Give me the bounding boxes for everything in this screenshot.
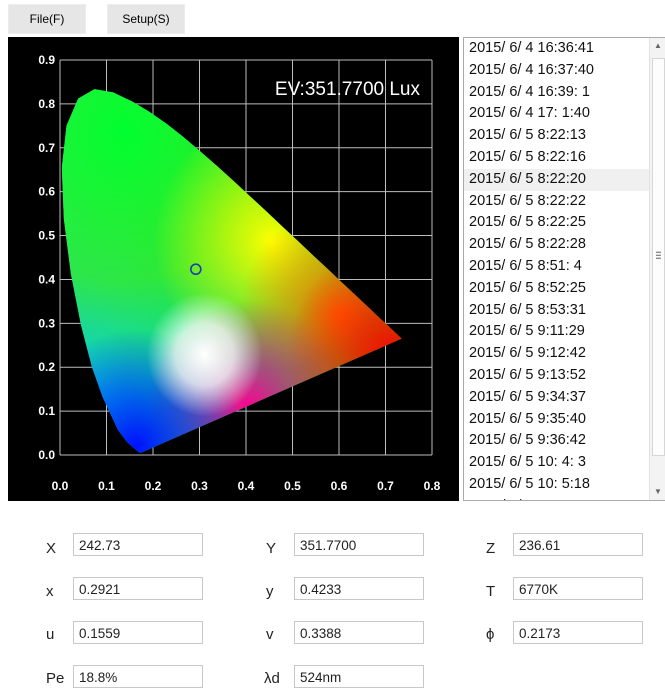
y-tick-label: 0.5 xyxy=(38,229,55,243)
history-list-item[interactable]: 2015/ 6/ 4 16:36:41 xyxy=(469,40,594,56)
u-label: u xyxy=(46,626,55,643)
spectral-locus-gamut xyxy=(61,89,402,453)
chromaticity-y-label: y xyxy=(266,583,274,600)
tristimulus-x-label: X xyxy=(46,540,57,557)
history-list-item[interactable]: 2015/ 6/ 5 8:22:25 xyxy=(469,214,586,231)
axis-ticks: 0.0 0.1 0.2 0.3 0.4 0.5 0.6 0.7 0.8 0.0 0.1 0.2 0.3 0… xyxy=(38,53,440,493)
chromaticity-x-label: x xyxy=(46,583,54,600)
history-list-item[interactable]: 2015/ 6/ 5 8:22:13 xyxy=(469,127,586,144)
ev-readout: EV:351.7700 Lux xyxy=(275,79,421,100)
setup-menu-button[interactable]: Setup(S) xyxy=(107,4,185,34)
list-scrollbar[interactable]: ▲ ━ ━ ━ ▼ xyxy=(649,38,665,500)
tristimulus-x-field[interactable]: 242.73 xyxy=(73,533,203,556)
phi-field[interactable]: 0.2173 xyxy=(513,621,643,644)
x-tick-label: 0.7 xyxy=(377,479,394,493)
y-tick-label: 0.7 xyxy=(38,141,55,155)
y-tick-label: 0.6 xyxy=(38,185,55,199)
history-list-item[interactable]: 2015/ 6/ 5 10: 5:18 xyxy=(469,475,590,492)
cct-label: T xyxy=(486,583,496,600)
x-tick-label: 0.5 xyxy=(284,479,301,493)
tristimulus-y-label: Y xyxy=(266,540,277,557)
scroll-thumb[interactable]: ━ ━ ━ xyxy=(652,58,665,456)
history-list-item[interactable]: 2015/ 6/ 5 9:13:52 xyxy=(469,366,586,383)
y-tick-label: 0.0 xyxy=(38,448,55,462)
tristimulus-z-label: Z xyxy=(486,540,496,557)
measured-chromaticity-point xyxy=(190,263,202,276)
x-tick-label: 0.0 xyxy=(52,479,69,493)
x-tick-label: 0.2 xyxy=(145,479,162,493)
history-list-item[interactable]: 2015/ 6/ 5 9:11:29 xyxy=(469,323,585,340)
x-tick-label: 0.6 xyxy=(331,479,348,493)
history-list-item[interactable]: 2015/ 6/ 5 9:36:42 xyxy=(469,432,586,449)
x-tick-label: 0.4 xyxy=(238,479,255,493)
history-list-item[interactable]: 2015/ 6/ 5 8:22:16 xyxy=(469,148,586,165)
cct-field[interactable]: 6770K xyxy=(513,577,643,600)
chromaticity-x-field[interactable]: 0.2921 xyxy=(73,577,203,600)
history-list-item[interactable]: 2015/ 6/ 5 8:52:25 xyxy=(469,279,586,296)
history-list-item[interactable]: 2015/ 6/ 5 10: 4: 3 xyxy=(469,454,586,471)
measurement-history-list[interactable]: 2015/ 6/ 4 16:36:41 2015/ 6/ 4 16:37:40 20… xyxy=(463,37,665,501)
tristimulus-z-field[interactable]: 236.61 xyxy=(513,533,643,556)
x-tick-label: 0.8 xyxy=(424,479,441,493)
x-tick-label: 0.1 xyxy=(98,479,115,493)
history-list-item[interactable]: 2015/ 6/ 5 8:22:22 xyxy=(469,192,586,209)
tristimulus-y-field[interactable]: 351.7700 xyxy=(294,533,424,556)
scroll-up-arrow-icon[interactable]: ▲ xyxy=(654,41,662,50)
history-list-item[interactable]: 2015/ 6/ 4 16:39: 1 xyxy=(469,83,590,100)
file-menu-button[interactable]: File(F) xyxy=(8,4,86,34)
chart-svg: 0.0 0.1 0.2 0.3 0.4 0.5 0.6 0.7 0.8 0.0 0.1 0.2 0.3 0… xyxy=(38,53,440,493)
chromaticity-y-field[interactable]: 0.4233 xyxy=(294,577,424,600)
v-label: v xyxy=(266,626,274,643)
dominant-wavelength-label: λd xyxy=(264,670,280,687)
y-tick-label: 0.1 xyxy=(38,404,55,418)
purity-field[interactable]: 18.8% xyxy=(73,665,203,688)
v-field[interactable]: 0.3388 xyxy=(294,621,424,644)
history-list-item[interactable]: 2015/ 6/ 5 8:51: 4 xyxy=(469,257,582,274)
dominant-wavelength-field[interactable]: 524nm xyxy=(294,665,424,688)
y-tick-label: 0.8 xyxy=(38,97,55,111)
history-list-item[interactable]: 2015/ 6/ 5 9:34:37 xyxy=(469,388,586,405)
y-tick-label: 0.4 xyxy=(38,272,55,286)
u-field[interactable]: 0.1559 xyxy=(73,621,203,644)
history-list-item[interactable]: 2015/ 6/ 5 10: 6:31 xyxy=(464,496,650,500)
history-list-item[interactable]: 2015/ 6/ 5 8:22:28 xyxy=(469,236,586,253)
history-list-item[interactable]: 2015/ 6/ 5 8:22:20 xyxy=(464,168,650,191)
y-tick-label: 0.2 xyxy=(38,360,55,374)
phi-label: ϕ xyxy=(486,626,495,643)
history-list-item[interactable]: 2015/ 6/ 4 17: 1:40 xyxy=(469,105,590,122)
history-list-item[interactable]: 2015/ 6/ 4 16:37:40 xyxy=(469,61,594,78)
history-list-item[interactable]: 2015/ 6/ 5 9:35:40 xyxy=(469,410,586,427)
cie-chromaticity-chart: 0.0 0.1 0.2 0.3 0.4 0.5 0.6 0.7 0.8 0.0 0.1 0.2 0.3 0… xyxy=(8,37,459,501)
history-list-item[interactable]: 2015/ 6/ 5 9:12:42 xyxy=(469,345,586,362)
history-list-item[interactable]: 2015/ 6/ 5 8:53:31 xyxy=(469,301,586,318)
scroll-grip-icon: ━ ━ ━ xyxy=(656,248,661,263)
y-tick-label: 0.3 xyxy=(38,316,55,330)
x-tick-label: 0.3 xyxy=(191,479,208,493)
purity-label: Pe xyxy=(46,670,65,687)
scroll-down-arrow-icon[interactable]: ▼ xyxy=(654,487,662,496)
y-tick-label: 0.9 xyxy=(38,53,55,67)
